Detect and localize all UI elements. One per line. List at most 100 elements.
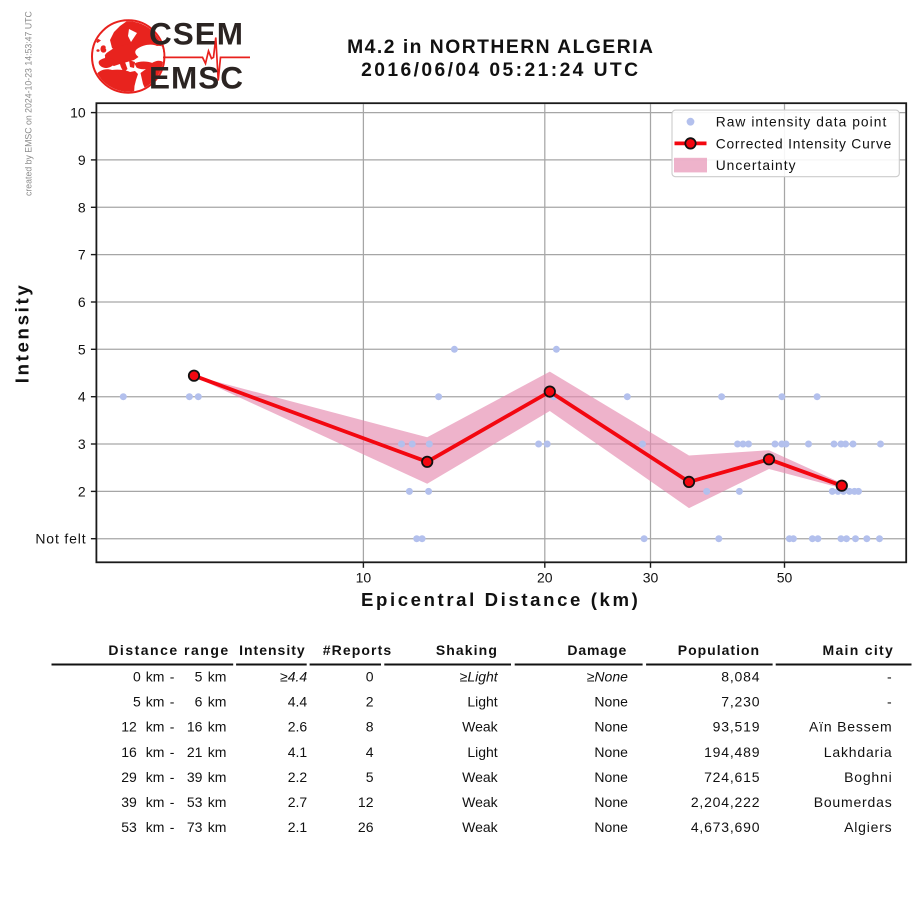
svg-text:km: km [208, 744, 227, 760]
svg-text:21: 21 [187, 744, 203, 760]
svg-text:12: 12 [358, 794, 374, 810]
svg-text:Intensity: Intensity [239, 642, 306, 658]
svg-text:4,673,690: 4,673,690 [691, 819, 760, 835]
svg-text:km: km [208, 794, 227, 810]
svg-text:39: 39 [187, 769, 203, 785]
svg-text:None: None [594, 694, 628, 710]
svg-text:26: 26 [358, 819, 374, 835]
svg-text:-: - [170, 794, 175, 810]
svg-text:6: 6 [78, 294, 86, 310]
svg-text:≥4.4: ≥4.4 [280, 668, 307, 684]
svg-text:4.1: 4.1 [288, 744, 308, 760]
svg-text:km: km [146, 819, 165, 835]
svg-text:Intensity: Intensity [11, 283, 32, 384]
svg-text:km: km [146, 744, 165, 760]
svg-text:Raw intensity data point: Raw intensity data point [716, 115, 888, 130]
svg-text:0: 0 [133, 668, 141, 684]
svg-text:Epicentral Distance (km): Epicentral Distance (km) [361, 589, 640, 610]
svg-text:29: 29 [121, 769, 137, 785]
svg-text:7,230: 7,230 [721, 694, 760, 710]
svg-text:None: None [594, 794, 628, 810]
svg-text:2,204,222: 2,204,222 [691, 794, 760, 810]
svg-text:2: 2 [78, 483, 86, 499]
svg-text:Boumerdas: Boumerdas [814, 794, 893, 810]
svg-text:-: - [887, 694, 892, 710]
svg-text:Main city: Main city [822, 642, 894, 658]
svg-text:8: 8 [366, 719, 374, 735]
svg-text:5: 5 [133, 694, 141, 710]
svg-text:-: - [170, 744, 175, 760]
svg-text:8,084: 8,084 [721, 668, 760, 684]
svg-text:Light: Light [467, 694, 497, 710]
svg-text:Algiers: Algiers [844, 819, 892, 835]
svg-text:≥None: ≥None [587, 668, 628, 684]
svg-text:0: 0 [366, 668, 374, 684]
svg-text:Population: Population [678, 642, 760, 658]
svg-text:-: - [170, 819, 175, 835]
svg-text:km: km [146, 668, 165, 684]
svg-text:CSEM: CSEM [149, 16, 244, 52]
svg-text:-: - [170, 668, 175, 684]
svg-text:km: km [146, 794, 165, 810]
svg-text:5: 5 [195, 668, 203, 684]
svg-text:Shaking: Shaking [436, 642, 498, 658]
svg-text:≥Light: ≥Light [460, 668, 499, 684]
svg-text:2.2: 2.2 [288, 769, 308, 785]
svg-text:3: 3 [78, 436, 86, 452]
svg-text:Aïn Bessem: Aïn Bessem [809, 719, 892, 735]
svg-text:53: 53 [121, 819, 137, 835]
svg-text:Boghni: Boghni [844, 769, 892, 785]
svg-text:Lakhdaria: Lakhdaria [824, 744, 893, 760]
svg-text:km: km [208, 819, 227, 835]
svg-text:Distance range: Distance range [108, 642, 229, 658]
svg-text:Damage: Damage [567, 642, 627, 658]
svg-text:194,489: 194,489 [704, 744, 760, 760]
svg-text:km: km [208, 668, 227, 684]
svg-text:4: 4 [366, 744, 374, 760]
svg-text:km: km [146, 769, 165, 785]
svg-text:8: 8 [78, 199, 86, 215]
svg-text:7: 7 [78, 247, 86, 263]
svg-text:93,519: 93,519 [713, 719, 761, 735]
svg-text:2.7: 2.7 [288, 794, 308, 810]
svg-text:4.4: 4.4 [288, 694, 308, 710]
svg-text:created by EMSC on 2024-10-23: created by EMSC on 2024-10-23 14:53:47 U… [24, 11, 34, 196]
svg-text:16: 16 [121, 744, 137, 760]
svg-text:73: 73 [187, 819, 203, 835]
svg-text:9: 9 [78, 152, 86, 168]
svg-text:50: 50 [777, 570, 793, 586]
svg-text:EMSC: EMSC [149, 60, 244, 96]
svg-text:km: km [208, 719, 227, 735]
svg-text:km: km [146, 694, 165, 710]
svg-text:Not felt: Not felt [35, 531, 86, 547]
svg-text:Corrected Intensity Curve: Corrected Intensity Curve [716, 136, 892, 151]
svg-text:10: 10 [356, 570, 372, 586]
svg-text:-: - [170, 719, 175, 735]
svg-text:12: 12 [121, 719, 137, 735]
svg-text:39: 39 [121, 794, 137, 810]
svg-text:6: 6 [195, 694, 203, 710]
svg-text:None: None [594, 819, 628, 835]
svg-text:M4.2 in NORTHERN ALGERIA: M4.2 in NORTHERN ALGERIA [347, 37, 654, 58]
svg-text:5: 5 [366, 769, 374, 785]
svg-text:-: - [887, 668, 892, 684]
svg-text:Weak: Weak [462, 794, 499, 810]
svg-text:2.6: 2.6 [288, 719, 308, 735]
svg-text:30: 30 [643, 570, 659, 586]
svg-text:2016/06/04 05:21:24 UTC: 2016/06/04 05:21:24 UTC [361, 60, 640, 81]
svg-text:Light: Light [467, 744, 497, 760]
svg-text:Weak: Weak [462, 719, 499, 735]
svg-text:#Reports: #Reports [323, 642, 392, 658]
svg-text:4: 4 [78, 389, 86, 405]
svg-text:None: None [594, 719, 628, 735]
svg-text:16: 16 [187, 719, 203, 735]
svg-text:2.1: 2.1 [288, 819, 308, 835]
svg-text:Weak: Weak [462, 769, 499, 785]
svg-text:None: None [594, 769, 628, 785]
svg-text:Uncertainty: Uncertainty [716, 158, 797, 173]
svg-text:km: km [208, 694, 227, 710]
svg-text:km: km [208, 769, 227, 785]
svg-text:2: 2 [366, 694, 374, 710]
svg-text:724,615: 724,615 [704, 769, 760, 785]
svg-text:None: None [594, 744, 628, 760]
